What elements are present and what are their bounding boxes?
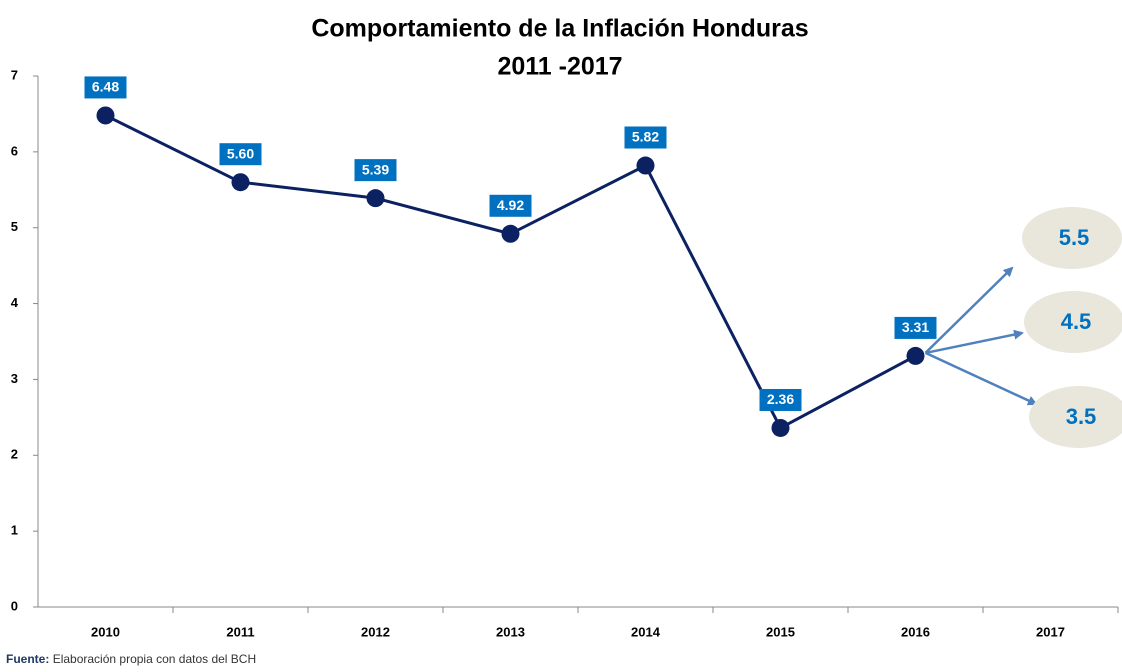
data-label-box	[489, 194, 532, 217]
point	[636, 156, 655, 175]
y-tick-label: 1	[11, 523, 18, 538]
x-tick-label: 2012	[361, 624, 390, 639]
point	[366, 189, 385, 208]
x-tick-label: 2017	[1036, 624, 1065, 639]
data-label: 4.92	[497, 197, 524, 213]
y-tick-label: 0	[11, 598, 18, 613]
projection-arrow	[924, 351, 1038, 406]
point	[906, 346, 925, 365]
projection-label: 4.5	[1061, 309, 1092, 334]
y-tick-label: 3	[11, 371, 18, 386]
data-label-box	[894, 316, 937, 339]
data-label: 5.60	[227, 145, 254, 161]
data-label-box	[759, 388, 802, 411]
projection-bubble	[1022, 207, 1122, 269]
projection-arrow	[925, 329, 1024, 355]
chart-subtitle: 2011 -2017	[497, 53, 622, 81]
x-tick-label: 2013	[496, 624, 525, 639]
data-label: 5.39	[362, 161, 389, 177]
source: Fuente: Elaboración propia con datos del…	[6, 652, 256, 666]
data-label: 5.82	[632, 129, 659, 145]
data-label: 6.48	[92, 79, 119, 95]
x-tick-label: 2016	[901, 624, 930, 639]
point	[501, 224, 520, 243]
y-tick-label: 5	[11, 219, 18, 234]
point	[231, 173, 250, 192]
data-label: 2.36	[767, 391, 794, 407]
data-label-box	[354, 159, 397, 182]
y-tick-label: 6	[11, 143, 18, 158]
point	[771, 418, 790, 437]
x-tick-label: 2014	[631, 624, 661, 639]
point	[96, 106, 115, 125]
chart-title: Comportamiento de la Inflación Honduras	[311, 15, 808, 43]
source-label: Fuente:	[6, 652, 49, 666]
projection-bubble	[1029, 386, 1122, 448]
projection-arrow	[924, 266, 1014, 354]
data-label-box	[219, 143, 262, 166]
projection-bubble	[1024, 291, 1122, 353]
x-tick-label: 2010	[91, 624, 120, 639]
x-tick-label: 2011	[226, 624, 254, 639]
y-tick-label: 2	[11, 447, 18, 462]
projection-label: 5.5	[1059, 225, 1090, 250]
y-tick-label: 4	[11, 295, 19, 310]
data-label-box	[84, 76, 127, 99]
data-label-box	[624, 126, 667, 149]
source-text: Elaboración propia con datos del BCH	[53, 652, 256, 666]
x-tick-label: 2015	[766, 624, 795, 639]
y-tick-label: 7	[11, 67, 18, 82]
data-label: 3.31	[902, 319, 929, 335]
projection-label: 3.5	[1066, 404, 1097, 429]
